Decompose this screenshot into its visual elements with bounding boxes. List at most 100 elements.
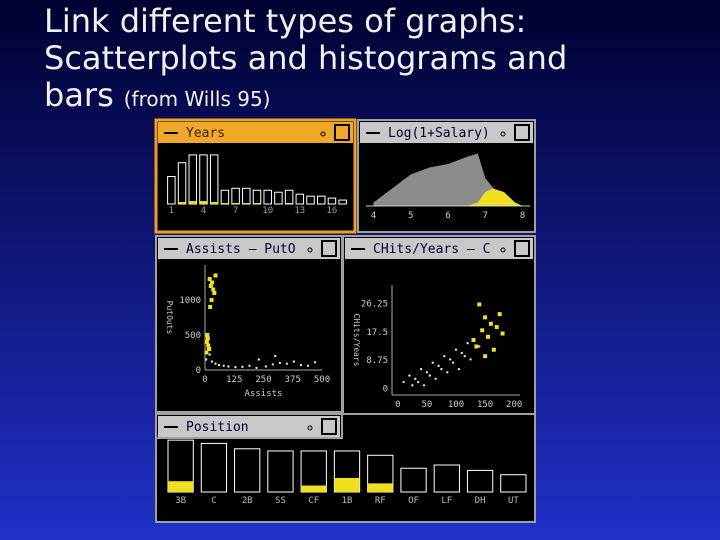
bar — [234, 448, 261, 493]
point — [446, 371, 449, 374]
selected-point — [491, 347, 496, 352]
titlebar-icon — [334, 124, 350, 141]
point — [217, 363, 221, 367]
bar — [400, 467, 427, 493]
x-tick-label: 0 — [202, 375, 207, 385]
selected-point — [210, 280, 215, 285]
point — [457, 367, 461, 371]
title-line: bars (from Wills 95) — [44, 76, 271, 114]
titlebar-icon — [321, 418, 337, 435]
selected-point — [204, 340, 209, 344]
titlebar-icon — [307, 247, 313, 253]
selected-point — [209, 298, 214, 302]
selected-point — [205, 336, 210, 341]
panel-title: Position — [186, 420, 249, 435]
panel-title: Log(1+Salary) — [388, 126, 490, 141]
point — [402, 380, 405, 384]
selected-point — [497, 312, 502, 317]
x-tick-label: 100 — [448, 400, 464, 410]
selected-point — [207, 277, 212, 281]
point — [248, 364, 251, 367]
x-tick-label: 8 — [520, 211, 525, 221]
bar — [306, 195, 315, 205]
bar — [500, 474, 527, 493]
point — [278, 361, 282, 365]
point — [437, 364, 440, 368]
selected-bar — [367, 483, 393, 492]
point — [285, 362, 289, 365]
bar — [263, 189, 272, 205]
point — [299, 363, 303, 367]
selected-bar — [334, 477, 360, 492]
bar — [295, 193, 305, 205]
x-tick-label: LF — [441, 496, 452, 506]
bar — [274, 191, 283, 205]
selected-point — [483, 354, 488, 359]
y-tick-label: 500 — [185, 331, 201, 341]
x-axis-label: Assists — [245, 389, 283, 399]
selected-bar — [221, 203, 229, 204]
point — [411, 384, 414, 387]
point — [227, 365, 230, 368]
point — [306, 364, 310, 367]
point — [416, 380, 420, 384]
panel-titlebar — [158, 238, 340, 259]
panel-title: CHits/Years — C — [373, 242, 490, 257]
y-tick-label: 17.5 — [366, 328, 388, 338]
titlebar-icon — [514, 124, 530, 141]
panel-titlebar — [158, 416, 340, 437]
selected-point — [471, 338, 476, 342]
panel-titlebar — [158, 122, 353, 143]
selected-bar — [210, 202, 218, 204]
selected-point — [488, 321, 493, 326]
y-axis-label: CHits/Years — [352, 314, 361, 367]
point — [478, 345, 481, 348]
subtitle: (from Wills 95) — [124, 87, 271, 111]
y-tick-label: 1000 — [179, 296, 201, 306]
point — [214, 362, 217, 365]
panel — [155, 235, 343, 413]
selected-point — [474, 344, 479, 349]
selected-bar — [231, 203, 240, 204]
bar — [316, 195, 326, 205]
panel-titlebar — [360, 122, 533, 143]
x-tick-label: 2B — [242, 496, 253, 506]
point — [313, 361, 317, 364]
x-tick-label: 7 — [233, 206, 238, 216]
point — [222, 364, 225, 367]
point — [469, 358, 472, 361]
selected-bar — [301, 485, 327, 492]
selected-point — [206, 343, 211, 348]
y-tick-label: 26.25 — [361, 300, 388, 310]
point — [431, 361, 434, 364]
x-tick-label: 7 — [483, 211, 488, 221]
x-tick-label: SS — [275, 496, 286, 506]
point — [408, 374, 411, 377]
point — [454, 348, 458, 351]
titlebar-icon — [320, 131, 326, 137]
point — [448, 358, 452, 361]
selected-density-area — [466, 188, 523, 206]
point — [210, 360, 214, 363]
y-tick-label: 0 — [196, 366, 201, 376]
x-tick-label: UT — [508, 496, 519, 506]
selected-point — [208, 305, 213, 309]
selected-point — [477, 302, 482, 307]
selected-bar — [199, 201, 208, 204]
x-tick-label: 5 — [408, 211, 413, 221]
titlebar-icon — [514, 240, 530, 257]
title-line: Scatterplots and histograms and — [44, 39, 567, 77]
bar — [167, 176, 176, 205]
linked-views: Years 1 4 7 10 13 16 Log(1+Salary) 4 5 6 7 8 Assists … — [154, 118, 536, 523]
titlebar-icon — [500, 247, 506, 253]
x-tick-label: 13 — [294, 206, 305, 216]
point — [440, 367, 443, 371]
x-tick-label: DH — [475, 496, 486, 506]
selected-point — [494, 325, 499, 330]
selected-point — [480, 328, 485, 333]
point — [443, 354, 446, 358]
point — [466, 342, 469, 345]
x-tick-label: 375 — [285, 375, 301, 385]
selected-bar — [285, 203, 293, 204]
